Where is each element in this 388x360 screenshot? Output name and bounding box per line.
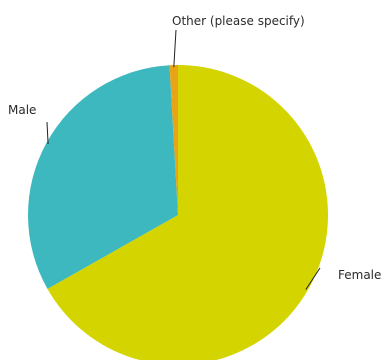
pie-slice-male: [27, 65, 178, 289]
pie-slices: [27, 65, 328, 360]
pie-slice-other-please-specify: [169, 65, 178, 215]
leader-line-male: [46, 121, 49, 145]
slice-label-male: Male: [8, 103, 36, 117]
slice-label-other-please-specify: Other (please specify): [172, 14, 305, 28]
pie-slice-female: [47, 65, 328, 360]
leader-line-female: [305, 267, 321, 290]
leader-line-other-please-specify: [173, 29, 177, 68]
slice-label-female: Female: [338, 268, 381, 282]
slice-labels: Female Male Other (please specify): [8, 14, 381, 290]
